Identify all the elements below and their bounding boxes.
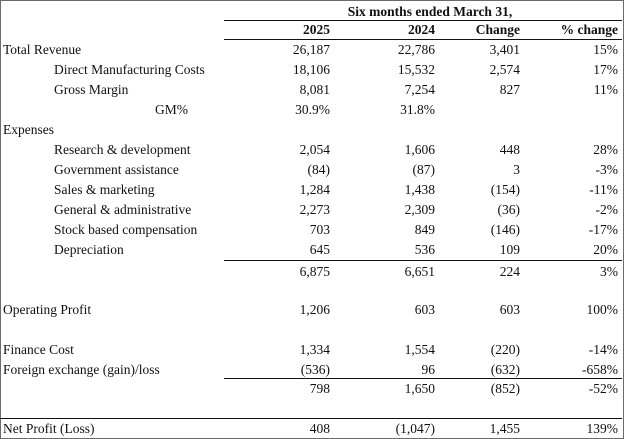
cell-v2025: 6,875 xyxy=(299,264,330,279)
col-change-header: Change xyxy=(475,22,520,37)
row-label: Gross Margin xyxy=(54,82,129,97)
cell-v2025: 408 xyxy=(309,421,330,436)
cell-pct: 139% xyxy=(586,421,619,436)
cell-v2024: 849 xyxy=(414,222,435,237)
cell-pct: -52% xyxy=(588,381,618,396)
net-profit-rule xyxy=(0,418,622,419)
row-label: Net Profit (Loss) xyxy=(3,421,95,436)
expenses-subtotal-rule xyxy=(224,260,622,261)
cell-v2024: 2,309 xyxy=(404,202,435,217)
cell-change: (146) xyxy=(490,222,520,237)
cell-change: 827 xyxy=(499,82,520,97)
cell-v2025: (84) xyxy=(307,162,331,177)
cell-v2024: 96 xyxy=(421,362,436,377)
cell-v2024: (1,047) xyxy=(395,421,435,436)
cell-pct: -3% xyxy=(595,162,619,177)
row-label: Stock based compensation xyxy=(54,222,198,237)
cell-change: 603 xyxy=(499,302,520,317)
cell-v2025: 26,187 xyxy=(292,42,330,57)
cell-v2024: 7,254 xyxy=(404,82,435,97)
cell-change: (852) xyxy=(490,381,520,396)
cell-change: (220) xyxy=(490,342,520,357)
row-label: Expenses xyxy=(3,122,54,137)
cell-v2024: 31.8% xyxy=(400,102,435,117)
row-label: GM% xyxy=(155,102,188,117)
row-label: Research & development xyxy=(54,142,191,157)
header-underline xyxy=(224,39,622,40)
row-label: Foreign exchange (gain)/loss xyxy=(3,362,160,377)
cell-change: 224 xyxy=(499,264,520,279)
col-2025-header: 2025 xyxy=(303,22,330,37)
row-label: Operating Profit xyxy=(3,302,92,317)
row-label: Depreciation xyxy=(54,242,124,257)
cell-change: 1,455 xyxy=(489,421,520,436)
cell-v2025: 2,054 xyxy=(299,142,330,157)
cell-v2025: 1,334 xyxy=(299,342,330,357)
cell-v2025: 1,206 xyxy=(299,302,330,317)
cell-v2025: 703 xyxy=(309,222,330,237)
cell-change: (36) xyxy=(497,202,521,217)
cell-v2025: 18,106 xyxy=(292,62,330,77)
cell-v2024: 6,651 xyxy=(404,264,435,279)
period-header: Six months ended March 31, xyxy=(347,4,513,19)
cell-change: 109 xyxy=(499,242,520,257)
period-underline xyxy=(224,20,622,21)
cell-change: 448 xyxy=(499,142,520,157)
cell-v2024: 22,786 xyxy=(397,42,435,57)
cell-v2024: 1,650 xyxy=(404,381,435,396)
row-label: Total Revenue xyxy=(3,42,82,57)
cell-v2025: (536) xyxy=(300,362,330,377)
other-subtotal-rule xyxy=(224,378,622,379)
cell-v2025: 30.9% xyxy=(295,102,330,117)
cell-v2025: 1,284 xyxy=(299,182,330,197)
cell-pct: -11% xyxy=(589,182,618,197)
cell-v2024: 603 xyxy=(414,302,435,317)
cell-v2025: 645 xyxy=(309,242,330,257)
cell-v2025: 8,081 xyxy=(299,82,330,97)
cell-pct: -17% xyxy=(588,222,618,237)
row-label: Government assistance xyxy=(54,162,179,177)
cell-change: 3,401 xyxy=(489,42,520,57)
row-label: Sales & marketing xyxy=(54,182,155,197)
cell-pct: 28% xyxy=(593,142,618,157)
cell-pct: 15% xyxy=(593,42,618,57)
cell-v2024: 1,606 xyxy=(404,142,435,157)
cell-v2025: 2,273 xyxy=(299,202,330,217)
cell-v2024: (87) xyxy=(412,162,436,177)
cell-change: (632) xyxy=(490,362,520,377)
cell-v2024: 15,532 xyxy=(397,62,435,77)
cell-v2024: 1,554 xyxy=(404,342,435,357)
cell-v2025: 798 xyxy=(309,381,330,396)
row-label: Direct Manufacturing Costs xyxy=(54,62,205,77)
cell-pct: 20% xyxy=(593,242,618,257)
cell-pct: 11% xyxy=(593,82,618,97)
cell-change: 2,574 xyxy=(489,62,520,77)
cell-change: 3 xyxy=(513,162,520,177)
cell-v2024: 1,438 xyxy=(404,182,435,197)
row-label: Finance Cost xyxy=(3,342,74,357)
cell-v2024: 536 xyxy=(414,242,435,257)
cell-pct: 3% xyxy=(600,264,618,279)
cell-change: (154) xyxy=(490,182,520,197)
col-pct-header: % change xyxy=(560,22,618,37)
cell-pct: -14% xyxy=(588,342,618,357)
cell-pct: -2% xyxy=(595,202,619,217)
row-label: General & administrative xyxy=(54,202,192,217)
cell-pct: 100% xyxy=(586,302,619,317)
cell-pct: -658% xyxy=(582,362,618,377)
cell-pct: 17% xyxy=(593,62,618,77)
col-2024-header: 2024 xyxy=(408,22,435,37)
